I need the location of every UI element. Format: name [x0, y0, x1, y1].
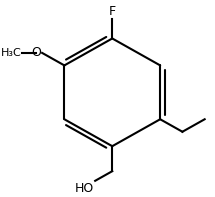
- Text: H₃C: H₃C: [1, 48, 21, 58]
- Text: O: O: [31, 46, 41, 59]
- Text: HO: HO: [75, 182, 94, 195]
- Text: F: F: [109, 5, 116, 18]
